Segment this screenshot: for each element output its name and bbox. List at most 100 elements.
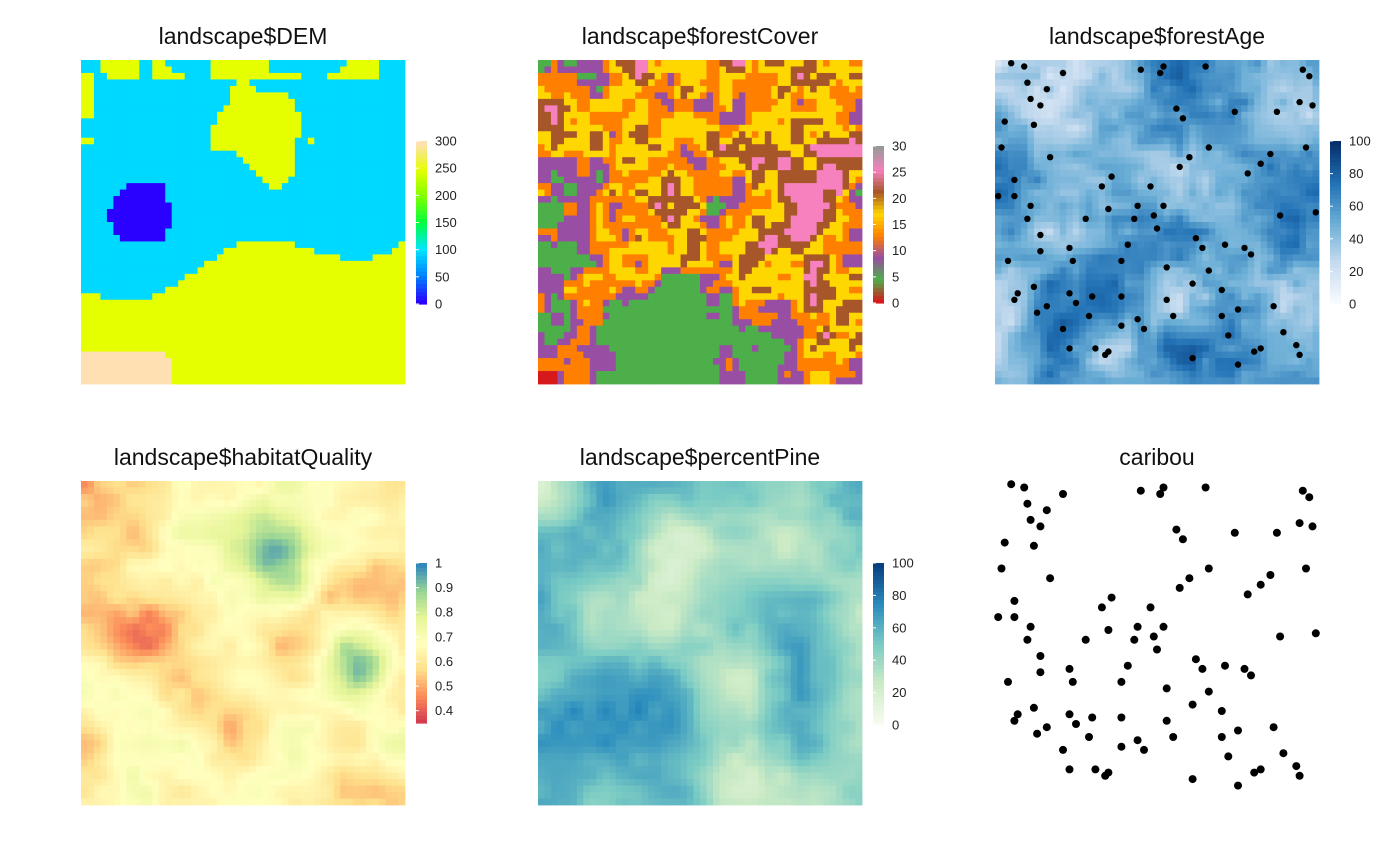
forest-cover-cell	[641, 234, 649, 242]
dem-cell	[301, 260, 309, 268]
dem-cell	[132, 338, 140, 346]
forest-cover-cell	[544, 60, 552, 67]
dem-cell	[223, 247, 231, 255]
forest-cover-cell	[667, 234, 675, 242]
forest-cover-cell	[615, 66, 623, 74]
dem-cell	[132, 124, 140, 132]
dem-cell	[301, 222, 309, 229]
forest-cover-cell	[550, 293, 558, 301]
forest-cover-cell	[706, 286, 714, 294]
dem-cell	[392, 312, 399, 320]
forest-cover-cell	[667, 293, 675, 301]
forest-cover-cell	[816, 222, 824, 229]
dem-cell	[392, 92, 399, 100]
dem-cell	[230, 371, 237, 378]
forest-cover-cell	[693, 371, 701, 378]
forest-cover-cell	[635, 319, 643, 327]
forest-cover-cell	[823, 60, 830, 67]
dem-cell	[132, 299, 140, 307]
forest-cover-cell	[687, 98, 694, 106]
dem-cell	[340, 150, 348, 158]
dem-cell	[320, 299, 328, 307]
forest-cover-cell	[550, 72, 558, 80]
forest-cover-cell	[758, 170, 766, 178]
dem-cell	[398, 345, 406, 352]
dem-cell	[178, 196, 186, 203]
forest-cover-cell	[674, 209, 681, 216]
forest-cover-cell	[661, 241, 668, 249]
raster-dem	[81, 60, 406, 385]
dem-cell	[230, 299, 237, 307]
dem-cell	[301, 267, 309, 275]
dem-cell	[158, 228, 166, 236]
dem-cell	[294, 137, 302, 145]
dem-cell	[320, 124, 328, 132]
dem-cell	[210, 66, 218, 74]
dem-cell	[81, 293, 88, 301]
dem-cell	[340, 157, 348, 165]
dem-cell	[217, 345, 224, 352]
forest-cover-cell	[706, 215, 714, 223]
dem-cell	[223, 92, 231, 100]
dem-cell	[100, 79, 108, 87]
dem-cell	[307, 338, 315, 346]
dem-cell	[268, 267, 276, 275]
forest-cover-cell	[712, 306, 720, 314]
dem-cell	[132, 325, 140, 333]
dem-cell	[106, 144, 114, 152]
dem-cell	[152, 332, 160, 340]
dem-cell	[301, 280, 309, 288]
forest-cover-cell	[589, 131, 597, 139]
dem-cell	[268, 189, 276, 197]
forest-cover-cell	[602, 222, 610, 229]
forest-cover-cell	[570, 267, 578, 275]
dem-cell	[236, 247, 244, 255]
dem-cell	[223, 371, 231, 378]
forest-cover-cell	[810, 247, 818, 255]
dem-cell	[333, 202, 341, 210]
dem-cell	[275, 377, 283, 385]
dem-cell	[217, 325, 224, 333]
dem-cell	[178, 144, 186, 152]
forest-cover-cell	[667, 183, 675, 190]
forest-cover-cell	[816, 332, 824, 340]
dem-cell	[210, 377, 218, 385]
forest-cover-cell	[641, 202, 649, 210]
forest-cover-cell	[706, 170, 714, 178]
dem-cell	[359, 118, 367, 126]
forest-cover-cell	[790, 241, 798, 249]
forest-cover-cell	[596, 137, 604, 145]
forest-cover-cell	[764, 286, 772, 294]
dem-cell	[340, 364, 348, 372]
dem-cell	[288, 319, 296, 327]
dem-cell	[223, 98, 231, 106]
forest-cover-cell	[829, 319, 837, 327]
forest-cover-cell	[797, 338, 805, 346]
dem-cell	[158, 170, 166, 178]
dem-cell	[327, 92, 335, 100]
forest-cover-cell	[790, 189, 798, 197]
dem-cell	[139, 118, 147, 126]
forest-cover-cell	[784, 209, 792, 216]
dem-cell	[268, 312, 276, 320]
dem-cell	[275, 105, 283, 113]
dem-cell	[379, 345, 386, 352]
dem-cell	[314, 332, 322, 340]
dem-cell	[255, 85, 263, 93]
dem-cell	[255, 163, 263, 171]
dem-cell	[255, 345, 263, 352]
forest-cover-cell	[602, 351, 610, 359]
forest-cover-cell	[823, 273, 830, 281]
dem-cell	[243, 85, 250, 93]
forest-cover-cell	[829, 72, 837, 80]
dem-cell	[301, 66, 309, 74]
dem-cell	[191, 371, 199, 378]
forest-cover-cell	[596, 163, 604, 171]
dem-cell	[191, 157, 199, 165]
forest-cover-cell	[823, 351, 830, 359]
dem-cell	[385, 137, 393, 145]
forest-cover-cell	[680, 118, 688, 126]
forest-cover-cell	[719, 280, 727, 288]
forest-cover-cell	[661, 260, 668, 268]
dem-cell	[236, 241, 244, 249]
